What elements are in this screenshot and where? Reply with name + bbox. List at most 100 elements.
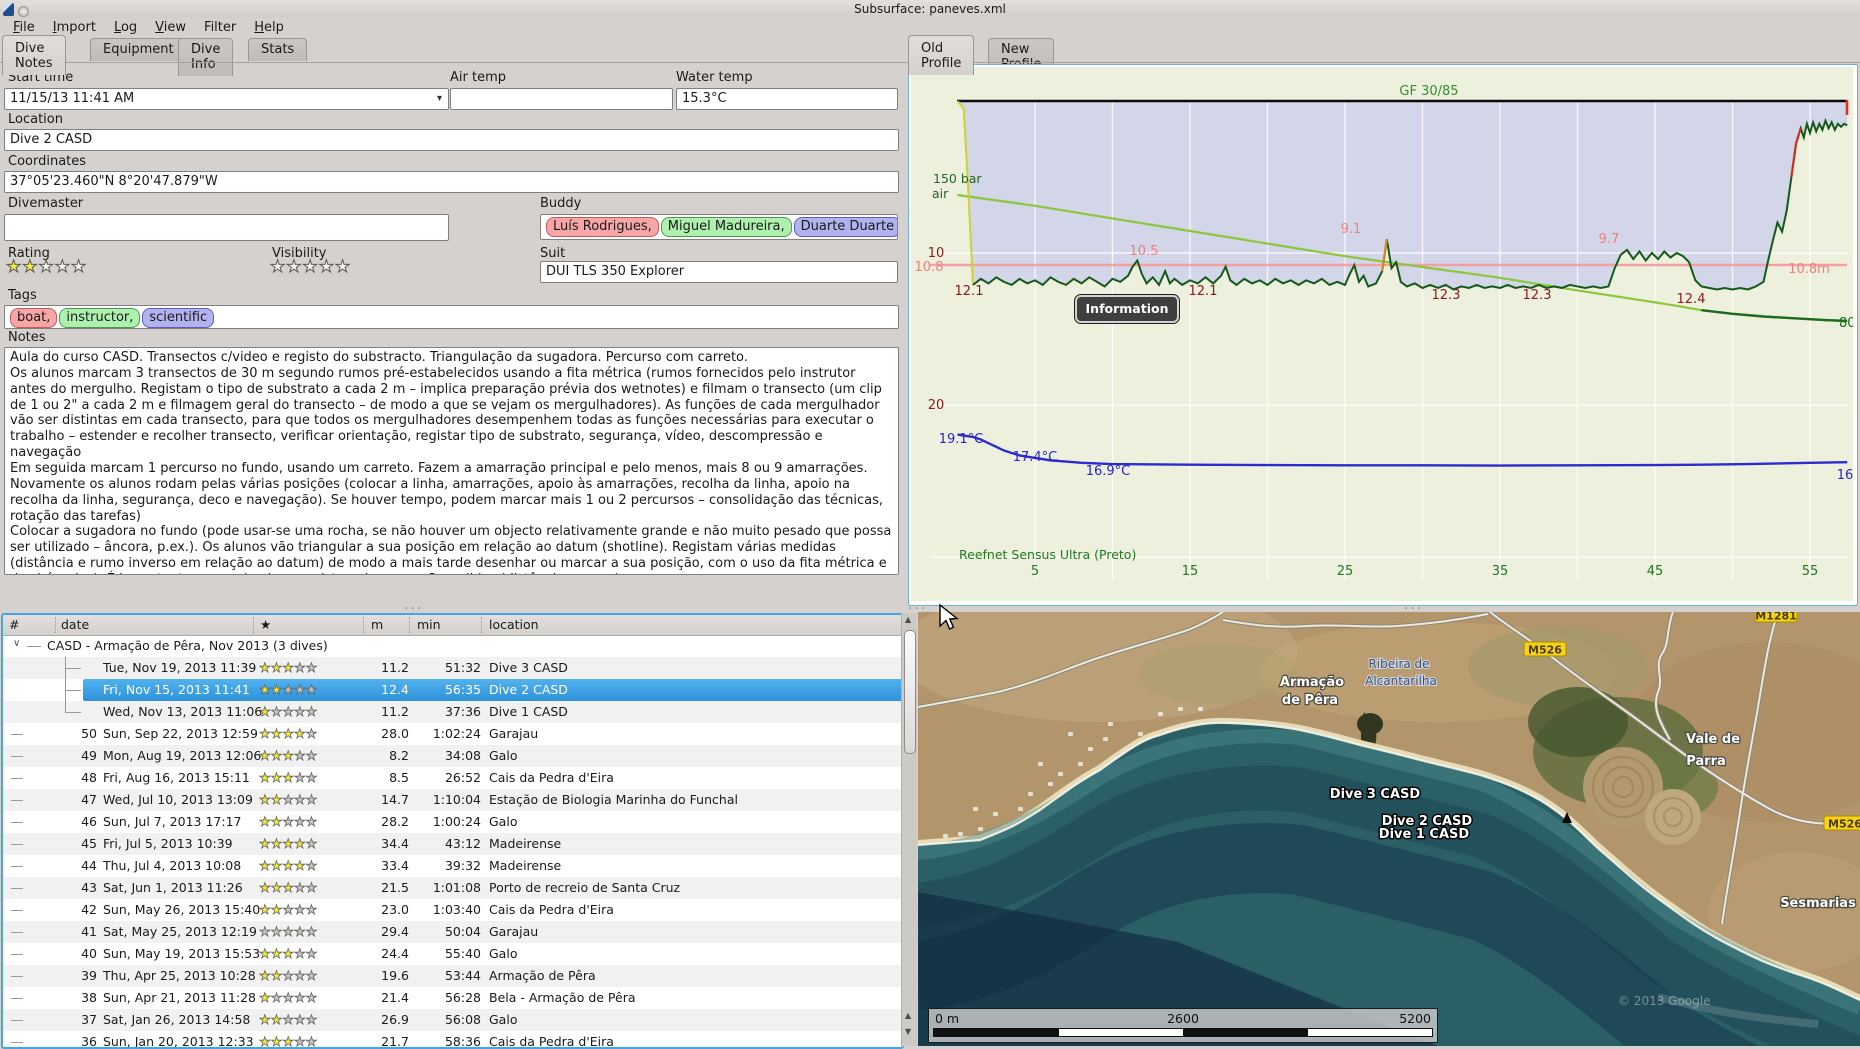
- column-separator: [55, 617, 56, 633]
- dive-duration: 39:32: [444, 858, 481, 873]
- dive-row[interactable]: 42 Sun, May 26, 2013 15:40 ★★★★★ 23.0 1:03:4…: [3, 899, 902, 921]
- tag-pill[interactable]: instructor,: [59, 308, 141, 328]
- menu-log[interactable]: Log: [113, 19, 138, 35]
- water-temp-label: Water temp: [676, 70, 753, 85]
- star-icon[interactable]: ★: [38, 257, 55, 277]
- water-temp-field[interactable]: 15.3°C: [676, 88, 898, 110]
- tag-pill[interactable]: Luís Rodrigues,: [546, 217, 659, 237]
- start-time-combo[interactable]: 11/15/13 11:41 AM ▾: [4, 88, 449, 110]
- star-icon[interactable]: ★: [54, 257, 71, 277]
- information-button[interactable]: Information: [1075, 295, 1179, 323]
- dive-list-scrollbar[interactable]: ▲ ▲ ▼: [901, 613, 917, 1046]
- rating-stars[interactable]: ★★★★★: [5, 257, 88, 277]
- tab-dive-info[interactable]: Dive Info: [178, 38, 234, 76]
- buddy-label: Buddy: [540, 196, 582, 211]
- menu-view[interactable]: View: [155, 19, 187, 35]
- visibility-stars[interactable]: ★★★★★: [269, 257, 352, 277]
- star-icon[interactable]: ★: [318, 257, 335, 277]
- chevron-down-icon[interactable]: ▾: [436, 93, 442, 104]
- dive-profile-chart[interactable]: GF 30/85 150 bar air 80 10.8m 10 20 12.1 12.1 12.…: [911, 67, 1856, 601]
- tab-old-profile[interactable]: Old Profile: [908, 35, 975, 75]
- dive-row[interactable]: 41 Sat, May 25, 2013 12:19 ★★★★★ 29.4 50:04 G…: [3, 921, 902, 943]
- tag-pill[interactable]: Duarte Duarte: [793, 217, 897, 237]
- dive-row[interactable]: 36 Sun, Jan 20, 2013 12:33 ★★★★★ 21.7 58:36 C…: [3, 1031, 902, 1047]
- dive-location: Porto de recreio de Santa Cruz: [489, 880, 681, 895]
- dive-row[interactable]: Tue, Nov 19, 2013 11:39 ★★★★★ 11.2 51:32 Div…: [3, 657, 902, 679]
- dive-list-header[interactable]: # date ★ m min location: [3, 615, 902, 636]
- star-icon[interactable]: ★: [22, 257, 39, 277]
- air-temp-field[interactable]: [450, 88, 673, 110]
- dive-location: Galo: [489, 814, 518, 829]
- dive-row[interactable]: 49 Mon, Aug 19, 2013 12:06 ★★★★★ 8.2 34:08 Ga…: [3, 745, 902, 767]
- star-icon[interactable]: ★: [70, 257, 88, 277]
- svg-text:10.8: 10.8: [915, 260, 944, 275]
- star-icon[interactable]: ★: [286, 257, 303, 277]
- tab-stats[interactable]: Stats: [248, 38, 308, 61]
- notes-field[interactable]: Aula do curso CASD. Transectos c/video e…: [4, 347, 899, 575]
- dive-list[interactable]: # date ★ m min location ∨ CASD - Armação de Pê…: [1, 613, 904, 1049]
- dive-row[interactable]: 48 Fri, Aug 16, 2013 15:11 ★★★★★ 8.5 26:52 Ca…: [3, 767, 902, 789]
- dive-row[interactable]: 45 Fri, Jul 5, 2013 10:39 ★★★★★ 34.4 43:12 Ma…: [3, 833, 902, 855]
- dive-location: Bela - Armação de Pêra: [489, 990, 636, 1005]
- column-separator: [481, 617, 482, 633]
- dive-row[interactable]: 50 Sun, Sep 22, 2013 12:59 ★★★★★ 28.0 1:02:2…: [3, 723, 902, 745]
- svg-text:Parra: Parra: [1686, 754, 1726, 769]
- dive-number: 43: [81, 880, 97, 895]
- buddy-field[interactable]: Luís Rodrigues, Miguel Madureira, Duarte D…: [540, 214, 898, 240]
- star-icon[interactable]: ★: [269, 257, 287, 277]
- dive-row[interactable]: 37 Sat, Jan 26, 2013 14:58 ★★★★★ 26.9 56:08 G…: [3, 1009, 902, 1031]
- system-menu-icon[interactable]: [18, 6, 29, 17]
- suit-field[interactable]: DUI TLS 350 Explorer: [540, 261, 898, 283]
- dive-site-map[interactable]: Armação de Pêra Ribeira de Alcantarilha Vale…: [918, 612, 1860, 1046]
- dive-row[interactable]: Wed, Nov 13, 2013 11:06 ★★★★★ 11.2 37:36 Div…: [3, 701, 902, 723]
- dive-depth: 14.7: [381, 792, 409, 807]
- mouse-cursor: [939, 604, 959, 630]
- dive-date: Wed, Jul 10, 2013 13:09: [103, 792, 253, 807]
- dive-depth: 8.5: [389, 770, 409, 785]
- scroll-up-icon[interactable]: ▲: [905, 615, 912, 624]
- column-header-3[interactable]: m: [371, 617, 384, 632]
- tag-pill[interactable]: scientific: [142, 308, 215, 328]
- collapse-icon[interactable]: ∨: [13, 638, 21, 649]
- dive-row[interactable]: 46 Sun, Jul 7, 2013 17:17 ★★★★★ 28.2 1:00:24…: [3, 811, 902, 833]
- dive-duration: 43:12: [444, 836, 481, 851]
- menu-help[interactable]: Help: [254, 19, 284, 35]
- column-header-4[interactable]: min: [417, 617, 441, 632]
- dive-row[interactable]: 39 Thu, Apr 25, 2013 10:28 ★★★★★ 19.6 53:44 A…: [3, 965, 902, 987]
- dive-depth: 29.4: [381, 924, 409, 939]
- column-header-2[interactable]: ★: [260, 617, 272, 632]
- tab-equipment[interactable]: Equipment: [90, 38, 187, 61]
- menu-filter[interactable]: Filter: [204, 19, 237, 35]
- divemaster-field[interactable]: [4, 214, 449, 241]
- svg-text:17.4°C: 17.4°C: [1013, 450, 1058, 465]
- dive-row[interactable]: 40 Sun, May 19, 2013 15:53 ★★★★★ 24.4 55:40 G…: [3, 943, 902, 965]
- star-icon[interactable]: ★: [302, 257, 319, 277]
- map-scale-bar: 0 m 2600 5200: [928, 1008, 1438, 1043]
- dive-row[interactable]: 38 Sun, Apr 21, 2013 11:28 ★★★★★ 21.4 56:28 B…: [3, 987, 902, 1009]
- tag-pill[interactable]: Miguel Madureira,: [660, 217, 792, 237]
- dive-row[interactable]: Fri, Nov 15, 2013 11:41 ★★★★★ 12.4 56:35 Div…: [3, 679, 902, 701]
- dive-date: Sun, Apr 21, 2013 11:28: [103, 990, 256, 1005]
- scroll-up-icon[interactable]: ▲: [905, 1011, 912, 1020]
- tags-field[interactable]: boat, instructor, scientific: [4, 305, 899, 329]
- star-icon[interactable]: ★: [334, 257, 352, 277]
- dive-row[interactable]: 47 Wed, Jul 10, 2013 13:09 ★★★★★ 14.7 1:10:0…: [3, 789, 902, 811]
- menu-import[interactable]: Import: [52, 19, 96, 35]
- dive-row[interactable]: 44 Thu, Jul 4, 2013 10:08 ★★★★★ 33.4 39:32 Ma…: [3, 855, 902, 877]
- location-field[interactable]: Dive 2 CASD: [4, 129, 899, 151]
- column-header-0[interactable]: #: [9, 617, 20, 632]
- scroll-down-icon[interactable]: ▼: [905, 1027, 912, 1036]
- tag-pill[interactable]: boat,: [10, 308, 58, 328]
- dive-row[interactable]: 43 Sat, Jun 1, 2013 11:26 ★★★★★ 21.5 1:01:08…: [3, 877, 902, 899]
- column-header-1[interactable]: date: [61, 617, 90, 632]
- scrollbar-thumb[interactable]: [904, 630, 916, 754]
- column-header-5[interactable]: location: [489, 617, 539, 632]
- menu-file[interactable]: File: [13, 19, 35, 35]
- coordinates-field[interactable]: 37°05'23.460"N 8°20'47.879"W: [4, 171, 899, 193]
- dive-site-marker: [1562, 812, 1572, 823]
- trip-row[interactable]: ∨ CASD - Armação de Pêra, Nov 2013 (3 div…: [3, 635, 902, 657]
- dive-number: 37: [81, 1012, 97, 1027]
- star-icon[interactable]: ★: [5, 257, 23, 277]
- tab-dive-notes[interactable]: Dive Notes: [2, 35, 66, 75]
